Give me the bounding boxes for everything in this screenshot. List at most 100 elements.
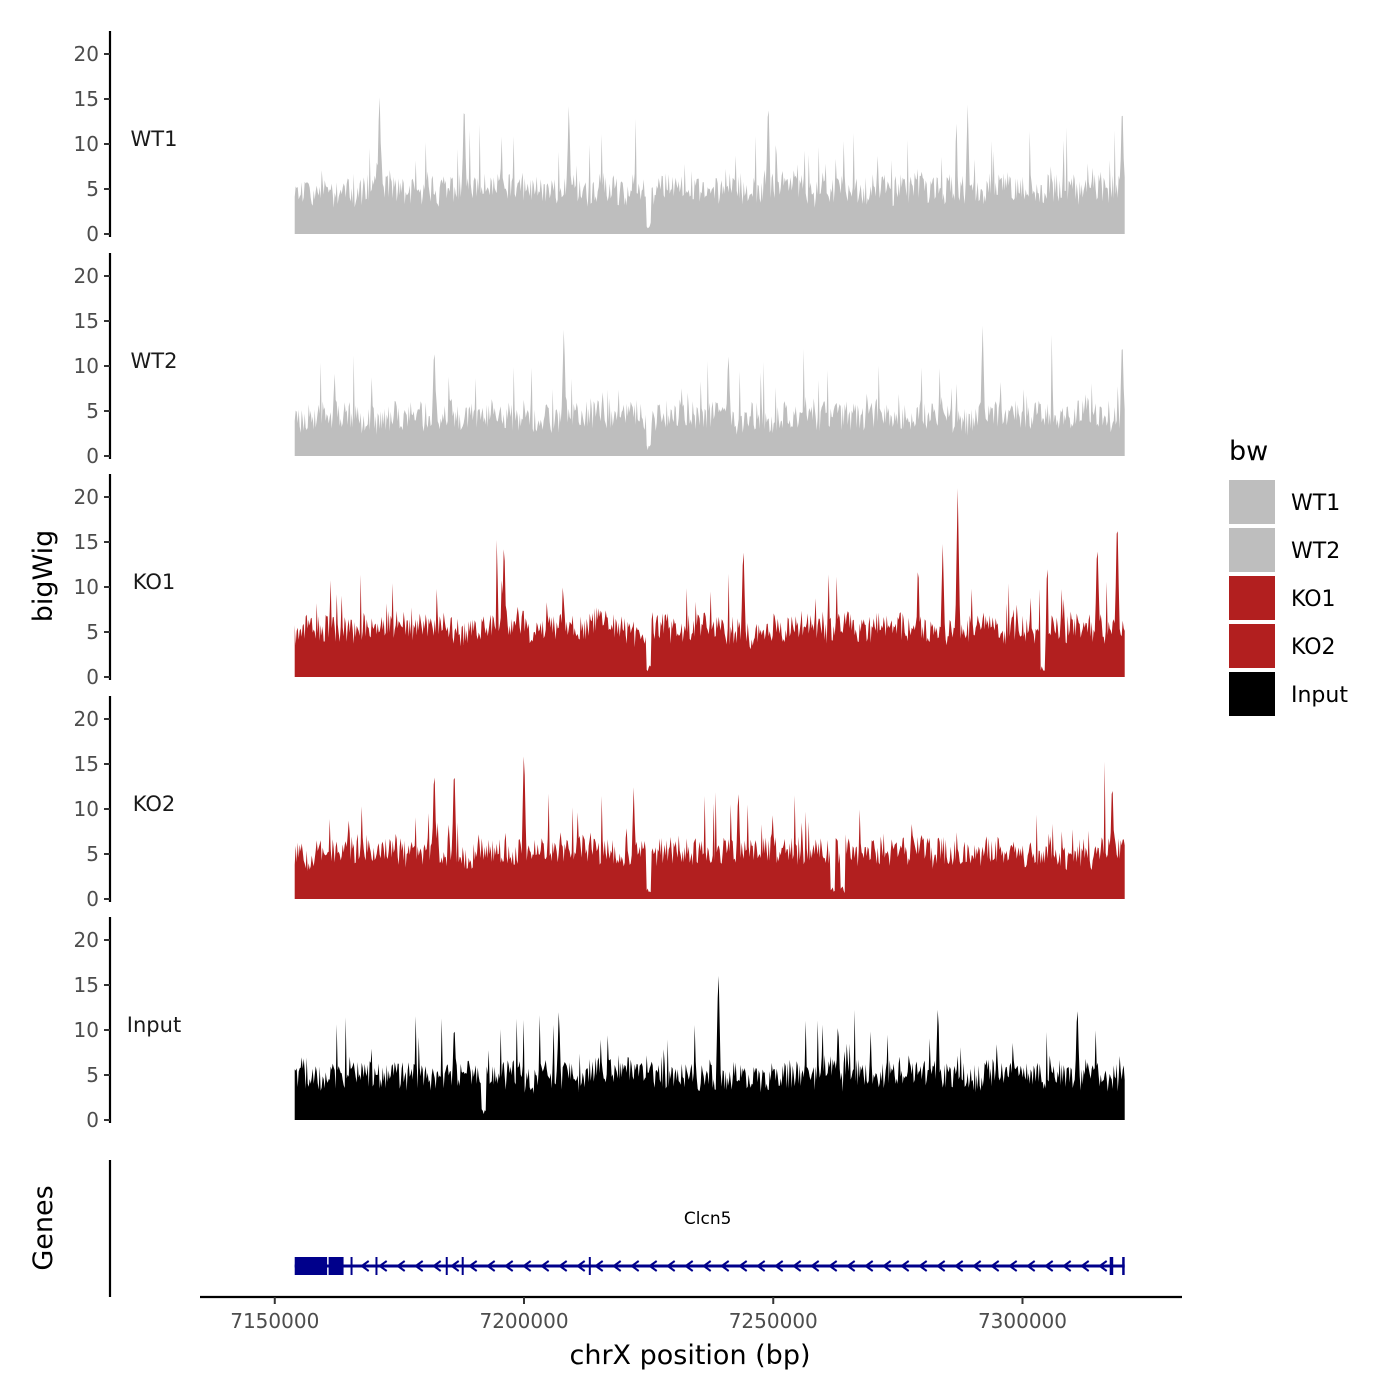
y-tick-label: 15: [74, 530, 99, 554]
exon: [294, 1257, 328, 1275]
strand-arrow: [557, 1260, 568, 1272]
track-ko2: 0 5 10 15 20 KO2: [74, 696, 1125, 911]
track-wt1: 0 5 10 15 20 WT1: [74, 31, 1125, 246]
strand-arrow: [629, 1260, 640, 1272]
y-tick-label: 20: [74, 264, 99, 288]
strand-arrow: [737, 1260, 748, 1272]
strand-arrow: [863, 1260, 874, 1272]
strand-arrow: [647, 1260, 658, 1272]
strand-arrow: [917, 1260, 928, 1272]
exon: [445, 1257, 448, 1275]
y-tick-label: 5: [86, 1063, 99, 1087]
strand-arrow: [431, 1260, 442, 1272]
strand-arrow: [485, 1260, 496, 1272]
gene-label: Clcn5: [684, 1209, 732, 1229]
strand-arrow: [827, 1260, 838, 1272]
y-tick-label: 0: [86, 887, 99, 911]
strand-arrow: [1079, 1260, 1090, 1272]
legend-key-input: [1229, 672, 1275, 716]
strand-arrow: [1043, 1260, 1054, 1272]
strand-arrow: [413, 1260, 424, 1272]
strand-arrow: [845, 1260, 856, 1272]
exon: [328, 1257, 344, 1275]
y-tick-label: 20: [74, 42, 99, 66]
coverage-area-ko2: [294, 756, 1125, 899]
coverage-area-wt1: [294, 97, 1125, 234]
strand-arrow: [971, 1260, 982, 1272]
legend-key-wt2: [1229, 528, 1275, 572]
legend-label: KO2: [1291, 635, 1336, 660]
strand-arrow: [1061, 1260, 1072, 1272]
exon: [375, 1257, 378, 1275]
strand-arrow: [881, 1260, 892, 1272]
legend-title: bw: [1229, 436, 1268, 467]
y-tick-label: 15: [74, 973, 99, 997]
strand-arrow: [809, 1260, 820, 1272]
exon: [1122, 1257, 1125, 1275]
track-label: Input: [127, 1013, 181, 1037]
strand-arrow: [899, 1260, 910, 1272]
y-tick-label: 20: [74, 928, 99, 952]
track-label: WT1: [131, 127, 178, 151]
y-tick-label: 15: [74, 752, 99, 776]
exon: [350, 1257, 353, 1275]
legend-label: WT1: [1291, 491, 1340, 516]
coverage-tracks: 0 5 10 15 20 WT1 0 5 10 15 20 WT2 0 5 10 15 20 KO1 0 5 10 15 2…: [74, 31, 1125, 1132]
x-tick-label: 7250000: [729, 1309, 818, 1333]
strand-arrow: [359, 1260, 370, 1272]
strand-arrow: [575, 1260, 586, 1272]
strand-arrow: [467, 1260, 478, 1272]
strand-arrow: [539, 1260, 550, 1272]
strand-arrow: [1097, 1260, 1108, 1272]
x-tick-label: 7300000: [978, 1309, 1067, 1333]
strand-arrow: [593, 1260, 604, 1272]
strand-arrow: [449, 1260, 460, 1272]
track-wt2: 0 5 10 15 20 WT2: [74, 253, 1125, 468]
y-tick-label: 15: [74, 309, 99, 333]
strand-arrow: [773, 1260, 784, 1272]
y-tick-label: 15: [74, 87, 99, 111]
y-tick-label: 10: [74, 354, 99, 378]
y-tick-label: 5: [86, 177, 99, 201]
y-tick-label: 0: [86, 222, 99, 246]
legend-label: KO1: [1291, 587, 1336, 612]
y-tick-label: 20: [74, 707, 99, 731]
legend-key-wt1: [1229, 480, 1275, 524]
y-axis-title: bigWig: [28, 530, 59, 623]
strand-arrow: [755, 1260, 766, 1272]
y-tick-label: 10: [74, 575, 99, 599]
strand-arrow: [503, 1260, 514, 1272]
track-ko1: 0 5 10 15 20 KO1: [74, 474, 1125, 689]
legend-label: WT2: [1291, 539, 1340, 564]
exon: [461, 1257, 464, 1275]
y-tick-label: 10: [74, 1018, 99, 1042]
coverage-area-input: [294, 975, 1125, 1120]
x-axis: 7150000 7200000 7250000 7300000: [200, 1295, 1182, 1333]
strand-arrow: [989, 1260, 1000, 1272]
strand-arrow: [1007, 1260, 1018, 1272]
strand-arrow: [1025, 1260, 1036, 1272]
exon: [1109, 1257, 1114, 1275]
track-label: WT2: [131, 349, 178, 373]
strand-arrow: [665, 1260, 676, 1272]
track-label: KO2: [133, 792, 176, 816]
strand-arrow: [953, 1260, 964, 1272]
strand-arrow: [377, 1260, 388, 1272]
y-tick-label: 10: [74, 132, 99, 156]
y-tick-label: 10: [74, 797, 99, 821]
strand-arrow: [395, 1260, 406, 1272]
coverage-area-wt2: [294, 325, 1125, 456]
strand-arrow: [683, 1260, 694, 1272]
strand-arrow: [611, 1260, 622, 1272]
coverage-area-ko1: [294, 488, 1125, 677]
y-tick-label: 0: [86, 1108, 99, 1132]
x-tick-label: 7150000: [230, 1309, 319, 1333]
y-tick-label: 5: [86, 842, 99, 866]
gene-track-panel: Clcn5: [108, 1160, 1125, 1297]
strand-arrow: [791, 1260, 802, 1272]
y-tick-label: 20: [74, 485, 99, 509]
legend-key-ko2: [1229, 624, 1275, 668]
exon: [588, 1257, 591, 1275]
strand-arrow: [521, 1260, 532, 1272]
